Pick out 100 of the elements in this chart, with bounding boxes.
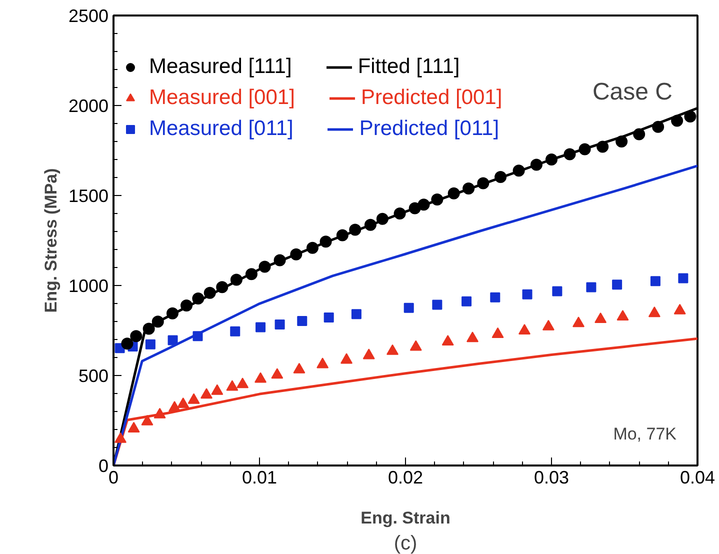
point	[684, 110, 696, 122]
point	[200, 388, 212, 399]
y-tick-label: 1500	[68, 186, 109, 206]
y-tick-label: 500	[78, 366, 109, 386]
point	[522, 289, 532, 300]
point	[546, 154, 558, 166]
point	[678, 273, 688, 284]
point	[324, 312, 334, 323]
point	[408, 202, 421, 214]
point	[258, 260, 271, 273]
point	[121, 338, 134, 350]
point	[177, 397, 190, 408]
legend-label: Fitted [111]	[358, 55, 460, 79]
point	[340, 353, 353, 364]
y-tick-label: 2500	[68, 6, 109, 26]
legend-label: Predicted [011]	[359, 117, 500, 141]
point	[586, 282, 596, 292]
point	[141, 414, 154, 426]
point	[596, 140, 609, 153]
point	[188, 393, 200, 404]
y-tick-label: 1000	[68, 276, 109, 296]
point	[274, 254, 286, 266]
point	[364, 218, 376, 231]
point	[168, 401, 181, 412]
point	[204, 286, 216, 299]
point	[216, 281, 228, 294]
point	[230, 274, 242, 286]
y-tick-label: 2000	[68, 96, 109, 116]
point	[477, 177, 490, 190]
point	[572, 316, 585, 328]
point	[142, 322, 155, 335]
point	[671, 114, 684, 127]
point	[271, 368, 284, 379]
annotation: Case C	[592, 78, 673, 106]
point	[211, 384, 224, 395]
point	[316, 358, 329, 368]
point	[394, 208, 406, 220]
point	[492, 327, 504, 338]
point	[578, 143, 591, 156]
point	[236, 378, 249, 388]
point	[290, 248, 302, 260]
point	[518, 324, 530, 335]
point	[192, 292, 204, 304]
point	[448, 187, 460, 200]
legend-label: Predicted [001]	[360, 86, 502, 110]
y-axis-title: Eng. Stress (MPa)	[41, 168, 60, 313]
point	[410, 340, 422, 351]
point	[293, 362, 306, 374]
x-tick-label: 0.02	[388, 468, 424, 488]
point	[130, 330, 142, 342]
point	[256, 322, 266, 332]
point	[349, 224, 362, 236]
point	[652, 120, 664, 133]
point	[462, 296, 472, 306]
point	[616, 136, 628, 148]
point	[152, 316, 164, 328]
annotation: Mo, 77K	[613, 424, 678, 444]
x-tick-label: 0.03	[534, 468, 570, 488]
point	[168, 335, 178, 346]
point	[494, 170, 507, 183]
point	[180, 299, 192, 312]
point	[650, 276, 660, 286]
point	[362, 348, 375, 360]
point	[192, 331, 203, 342]
point	[128, 422, 140, 432]
point	[230, 326, 240, 336]
point	[386, 344, 399, 355]
point	[376, 212, 388, 225]
point	[512, 164, 525, 177]
point	[616, 310, 629, 320]
point	[490, 292, 500, 302]
x-tick-label: 0.01	[242, 468, 278, 488]
point	[320, 236, 332, 248]
point	[431, 193, 444, 206]
point	[648, 306, 660, 318]
point	[542, 320, 554, 330]
point	[226, 380, 238, 391]
point	[552, 286, 562, 296]
point	[466, 332, 479, 342]
point	[297, 316, 308, 326]
point	[674, 304, 686, 314]
point	[145, 339, 156, 350]
point	[404, 302, 414, 313]
x-axis-title: Eng. Strain	[360, 508, 450, 528]
legend-label: Measured [011]	[149, 117, 294, 141]
point	[274, 320, 285, 330]
point	[114, 432, 127, 443]
point	[166, 307, 178, 320]
point	[254, 372, 267, 383]
point	[336, 229, 348, 242]
legend-label: Measured [111]	[149, 55, 292, 79]
point	[418, 198, 430, 211]
point	[594, 312, 607, 324]
point	[351, 309, 362, 320]
point	[245, 268, 258, 280]
point	[530, 158, 542, 171]
point	[462, 182, 475, 194]
point	[633, 128, 646, 140]
point	[154, 408, 166, 418]
text: (c)	[394, 532, 418, 554]
